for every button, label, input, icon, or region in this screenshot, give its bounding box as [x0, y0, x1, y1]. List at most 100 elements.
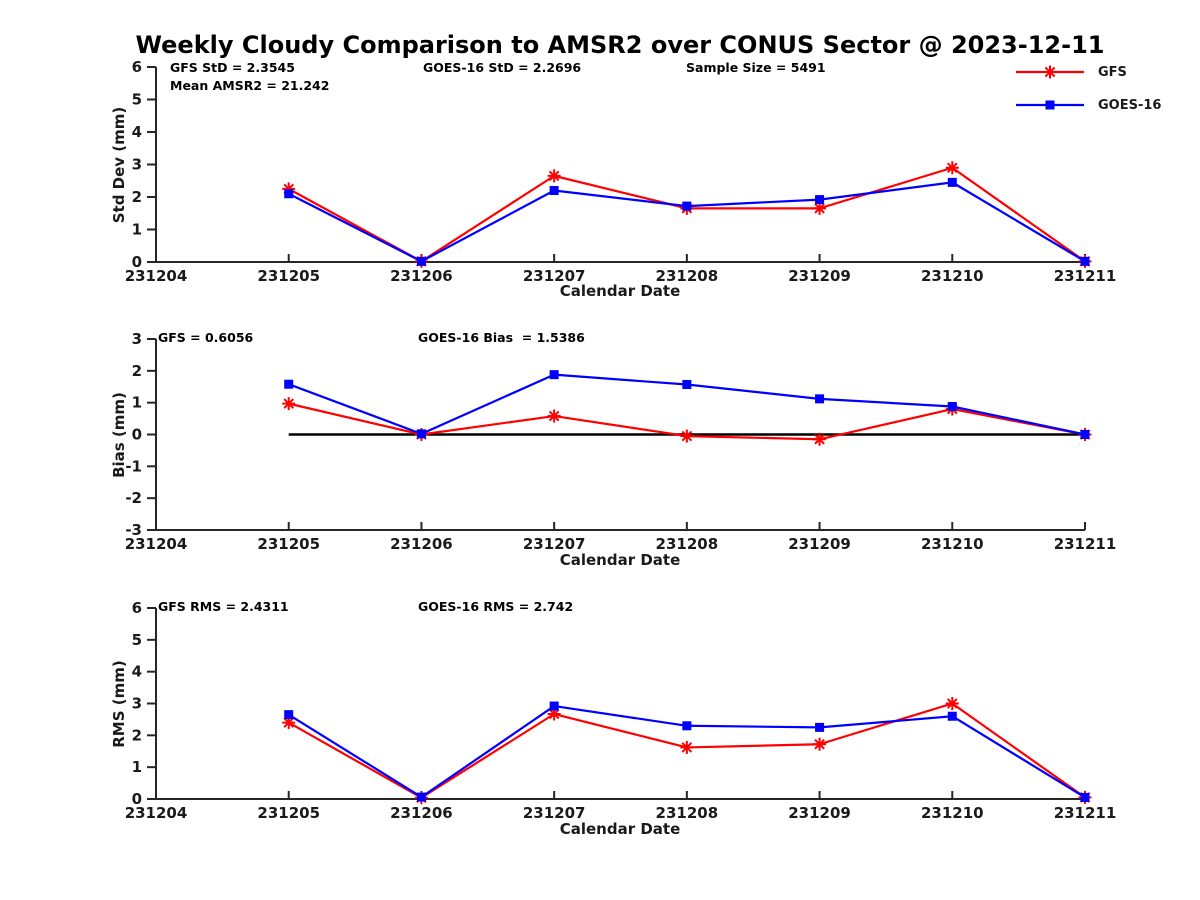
bias-y-axis-label: Bias (mm) [110, 392, 128, 478]
annotation: Sample Size = 5491 [686, 60, 826, 75]
x-tick-label: 231207 [523, 535, 586, 553]
data-marker-asterisk [1043, 65, 1057, 79]
x-tick-label: 231208 [656, 535, 719, 553]
y-tick-label: 1 [132, 394, 142, 412]
x-tick-label: 231207 [523, 804, 586, 822]
gfs-line-marker-icon [1016, 65, 1084, 79]
x-tick-label: 231211 [1054, 804, 1117, 822]
y-tick-label: 3 [132, 156, 142, 174]
goes16-line-marker-icon [1016, 100, 1084, 110]
data-marker-square [1045, 100, 1055, 110]
x-tick-label: 231210 [921, 804, 984, 822]
data-marker-square [416, 429, 426, 439]
legend: GFS GOES-16 [1014, 60, 1161, 126]
data-marker-asterisk [945, 697, 959, 710]
rms-y-axis-label: RMS (mm) [110, 660, 128, 748]
page-title: Weekly Cloudy Comparison to AMSR2 over C… [135, 31, 1105, 59]
y-tick-label: 3 [132, 695, 142, 713]
x-tick-label: 231204 [125, 804, 188, 822]
x-tick-label: 231210 [921, 267, 984, 285]
y-tick-label: 0 [132, 790, 142, 808]
chart-1: -3 -2 -1 0 1 2 3 231204 231205 231206 231207 231208… [125, 330, 1117, 553]
chart-2: 0 1 2 3 4 5 6 231204 231205 231206 231207 231208 231… [125, 599, 1117, 822]
x-tick-label: 231209 [788, 804, 851, 822]
bias-x-axis-label: Calendar Date [559, 551, 681, 569]
stddev-y-axis-label: Std Dev (mm) [110, 106, 128, 224]
y-tick-label: 5 [132, 91, 142, 109]
legend-label-goes16: GOES-16 [1098, 97, 1162, 113]
x-tick-label: 231205 [257, 804, 320, 822]
annotation: GOES-16 StD = 2.2696 [423, 60, 582, 75]
data-marker-asterisk [680, 740, 694, 754]
data-marker-square [815, 722, 825, 732]
data-marker-square [947, 401, 957, 411]
y-tick-label: -1 [125, 457, 142, 475]
y-tick-label: 5 [132, 631, 142, 649]
data-marker-square [947, 177, 957, 187]
data-marker-square [549, 186, 559, 195]
annotation: GFS StD = 2.3545 [170, 60, 295, 75]
legend-label-gfs: GFS [1098, 64, 1127, 80]
annotation: GOES-16 Bias = 1.5386 [418, 330, 585, 345]
data-marker-square [416, 256, 426, 266]
y-tick-label: 0 [132, 253, 142, 271]
y-tick-label: 6 [132, 599, 142, 617]
annotation: GFS = 0.6056 [158, 330, 254, 345]
annotation: GFS RMS = 2.4311 [158, 599, 289, 614]
series-GOES-16 [284, 701, 1090, 802]
y-tick-label: -2 [125, 489, 142, 507]
x-tick-label: 231211 [1054, 535, 1117, 553]
data-marker-asterisk [547, 169, 561, 183]
y-tick-label: 4 [132, 663, 142, 681]
x-tick-label: 231204 [125, 535, 188, 553]
series-GFS [282, 397, 1092, 446]
x-tick-label: 231206 [390, 267, 453, 285]
x-tick-label: 231206 [390, 535, 453, 553]
y-tick-label: -3 [125, 521, 142, 539]
data-marker-square [1080, 256, 1090, 266]
series-GOES-16 [284, 370, 1090, 439]
legend-entry-goes16: GOES-16 [1014, 93, 1161, 117]
data-marker-square [416, 792, 426, 802]
data-marker-square [284, 189, 294, 199]
data-marker-asterisk [282, 397, 296, 411]
rms-x-axis-label: Calendar Date [559, 820, 681, 838]
data-marker-asterisk [813, 432, 827, 446]
y-tick-label: 4 [132, 123, 142, 141]
legend-entry-gfs: GFS [1014, 60, 1161, 84]
data-marker-square [1080, 430, 1090, 439]
y-tick-label: 6 [132, 58, 142, 76]
series-GOES-16 [284, 177, 1090, 266]
x-tick-label: 231206 [390, 804, 453, 822]
data-marker-asterisk [547, 409, 561, 423]
data-marker-asterisk [680, 429, 694, 443]
data-marker-square [947, 711, 957, 721]
annotation: GOES-16 RMS = 2.742 [418, 599, 574, 614]
x-tick-label: 231210 [921, 535, 984, 553]
x-tick-label: 231211 [1054, 267, 1117, 285]
x-tick-label: 231205 [257, 267, 320, 285]
annotation: Mean AMSR2 = 21.242 [170, 78, 330, 93]
data-marker-square [1080, 792, 1090, 802]
data-marker-square [682, 201, 692, 211]
x-tick-label: 231209 [788, 267, 851, 285]
data-marker-square [682, 380, 692, 390]
x-tick-label: 231208 [656, 804, 719, 822]
y-tick-label: 1 [132, 221, 142, 239]
data-marker-square [549, 370, 559, 380]
chart-0: 0 1 2 3 4 5 6 231204 231205 231206 231207 231208 231… [125, 58, 1117, 285]
data-marker-square [815, 195, 825, 205]
x-tick-label: 231208 [656, 267, 719, 285]
x-tick-label: 231205 [257, 535, 320, 553]
data-marker-square [284, 379, 294, 389]
y-tick-label: 0 [132, 426, 142, 444]
x-tick-label: 231204 [125, 267, 188, 285]
y-tick-label: 3 [132, 330, 142, 348]
y-tick-label: 2 [132, 188, 142, 206]
series-GFS [282, 697, 1092, 805]
y-tick-label: 1 [132, 758, 142, 776]
stddev-x-axis-label: Calendar Date [559, 282, 681, 300]
data-marker-square [549, 701, 559, 711]
